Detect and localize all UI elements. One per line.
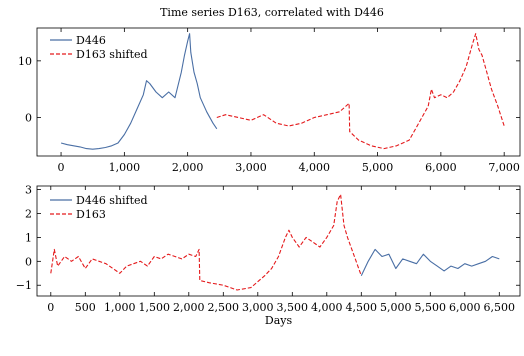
legend-label-1-1: D446 [76, 34, 106, 47]
plot-frame-1 [36, 27, 521, 157]
x-tick-label-1-5: 5,000 [362, 161, 394, 174]
x-tick-label-1-2: 2,000 [172, 161, 204, 174]
x-tick-label-1-4: 4,000 [299, 161, 331, 174]
x-tick-label-2-8: 4,000 [311, 301, 343, 314]
legend-label-1-2: D163 shifted [76, 48, 148, 61]
series-line-2-2 [50, 193, 362, 291]
chart-title: Time series D163, correlated with D446 [160, 6, 384, 19]
x-tick-label-2-2: 1,000 [104, 301, 136, 314]
x-tick-label-2-12: 6,000 [449, 301, 481, 314]
x-tick-label-1-0: 0 [58, 161, 65, 174]
x-tick-label-2-13: 6,500 [484, 301, 516, 314]
x-tick-label-1-6: 6,000 [425, 161, 457, 174]
x-tick-label-2-6: 3,000 [242, 301, 274, 314]
series-line-2-1 [360, 248, 500, 276]
x-tick-label-2-3: 1,500 [139, 301, 171, 314]
x-tick-label-2-4: 2,000 [173, 301, 205, 314]
x-tick-label-2-5: 2,500 [208, 301, 240, 314]
x-tick-label-2-10: 5,000 [380, 301, 412, 314]
x-tick-label-1-7: 7,000 [488, 161, 520, 174]
series-line-1-2 [216, 33, 505, 150]
x-tick-label-2-1: 500 [75, 301, 96, 314]
y-tick-label-2-4: 3 [25, 184, 32, 197]
x-tick-label-2-7: 3,500 [277, 301, 309, 314]
x-tick-label-1-1: 1,000 [109, 161, 141, 174]
plot-frame-2 [36, 185, 521, 297]
legend-label-2-2: D163 [76, 208, 106, 221]
x-tick-label-2-0: 0 [47, 301, 54, 314]
x-tick-label-2-9: 4,500 [346, 301, 378, 314]
x-tick-label-2-11: 5,500 [415, 301, 447, 314]
y-tick-label-2-2: 1 [25, 231, 32, 244]
y-tick-label-2-1: 0 [25, 255, 32, 268]
x-axis-label-2: Days [265, 314, 293, 327]
y-tick-label-2-3: 2 [25, 208, 32, 221]
legend-label-2-1: D446 shifted [76, 194, 148, 207]
x-tick-label-1-3: 3,000 [235, 161, 267, 174]
y-tick-label-1-0: 0 [25, 111, 32, 124]
y-tick-label-2-0: −1 [16, 279, 32, 292]
y-tick-label-1-1: 10 [18, 55, 32, 68]
series-line-1-1 [60, 33, 218, 150]
